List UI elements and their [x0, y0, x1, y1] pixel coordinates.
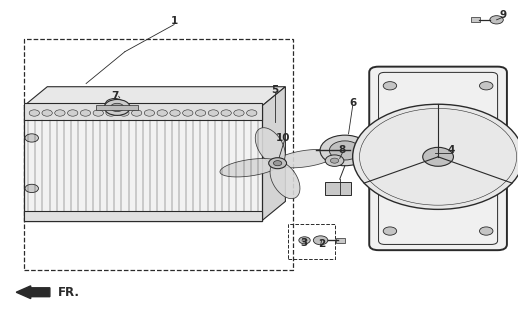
Circle shape	[480, 227, 493, 235]
Polygon shape	[262, 87, 285, 220]
Text: 4: 4	[447, 146, 455, 156]
Bar	[325, 182, 351, 195]
Circle shape	[299, 237, 310, 244]
Text: 6: 6	[349, 98, 357, 108]
Text: 10: 10	[276, 133, 290, 143]
Polygon shape	[270, 162, 300, 199]
Circle shape	[480, 82, 493, 90]
Circle shape	[67, 110, 78, 116]
Circle shape	[157, 110, 168, 116]
Circle shape	[325, 155, 344, 166]
Text: 5: 5	[271, 85, 279, 95]
Text: 8: 8	[339, 146, 346, 156]
Text: 7: 7	[111, 91, 118, 101]
Polygon shape	[220, 158, 280, 177]
Polygon shape	[24, 87, 285, 106]
Circle shape	[353, 104, 519, 209]
Circle shape	[302, 239, 307, 242]
Text: 3: 3	[300, 238, 307, 248]
Circle shape	[80, 110, 91, 116]
Circle shape	[221, 110, 231, 116]
Text: FR.: FR.	[58, 286, 79, 299]
Circle shape	[111, 103, 124, 112]
Circle shape	[119, 110, 129, 116]
Circle shape	[183, 110, 193, 116]
Circle shape	[131, 110, 142, 116]
Bar	[24, 106, 262, 220]
Text: 9: 9	[499, 10, 507, 20]
Polygon shape	[275, 149, 335, 168]
FancyBboxPatch shape	[369, 67, 507, 250]
Bar	[336, 238, 346, 243]
Circle shape	[25, 184, 38, 193]
Circle shape	[383, 227, 397, 235]
Circle shape	[274, 161, 282, 166]
Circle shape	[330, 141, 360, 160]
Circle shape	[25, 134, 38, 142]
Circle shape	[422, 147, 454, 166]
Bar	[97, 105, 138, 110]
Bar	[471, 17, 480, 22]
Circle shape	[234, 110, 244, 116]
Circle shape	[144, 110, 155, 116]
Circle shape	[383, 82, 397, 90]
Circle shape	[320, 135, 370, 166]
Circle shape	[29, 110, 39, 116]
Circle shape	[54, 110, 65, 116]
Circle shape	[93, 110, 103, 116]
Text: 1: 1	[170, 16, 177, 27]
Circle shape	[313, 236, 328, 245]
Circle shape	[490, 16, 503, 24]
Circle shape	[269, 158, 286, 169]
Text: 2: 2	[318, 239, 325, 249]
Bar	[24, 211, 262, 220]
Circle shape	[196, 110, 206, 116]
Circle shape	[247, 110, 257, 116]
Bar	[24, 103, 262, 120]
Circle shape	[104, 100, 130, 116]
Circle shape	[331, 158, 339, 163]
FancyArrow shape	[16, 286, 50, 299]
Circle shape	[105, 99, 124, 110]
Circle shape	[42, 110, 52, 116]
Polygon shape	[255, 128, 285, 165]
Circle shape	[208, 110, 218, 116]
Circle shape	[106, 110, 116, 116]
Circle shape	[170, 110, 180, 116]
